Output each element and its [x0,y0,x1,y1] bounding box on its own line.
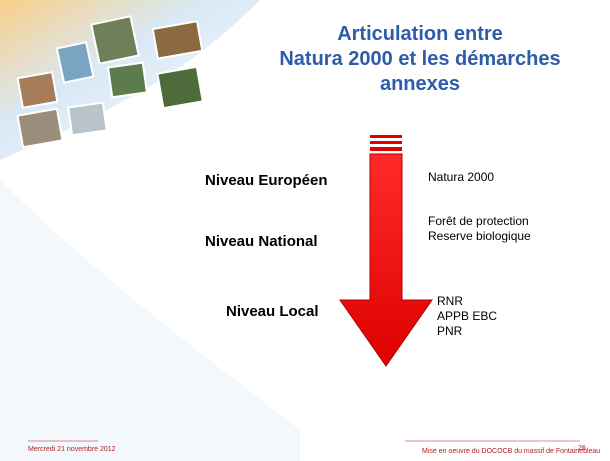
level-label: Niveau National [205,233,318,250]
item: Forêt de protection [428,214,531,229]
item: Reserve biologique [428,229,531,244]
title-line: annexes [230,72,610,97]
slide: Articulation entre Natura 2000 et les dé… [0,0,610,461]
level-items: RNR APPB EBC PNR [437,294,497,339]
level-items: Forêt de protection Reserve biologique [428,214,531,244]
level-label: Niveau Local [226,303,319,320]
level-items: Natura 2000 [428,170,494,185]
level-label: Niveau Européen [205,172,328,189]
item: RNR [437,294,497,309]
footer-project: Mise en oeuvre du DOCOCB du massif de Fo… [422,448,600,455]
slide-title: Articulation entre Natura 2000 et les dé… [230,22,610,97]
item: PNR [437,324,497,339]
item: Natura 2000 [428,170,494,185]
arrow [340,135,432,366]
title-line: Natura 2000 et les démarches [230,47,610,72]
footer-date: Mercredi 21 novembre 2012 [28,446,116,453]
item: APPB EBC [437,309,497,324]
swoosh [0,180,300,461]
title-line: Articulation entre [230,22,610,47]
page-number: 26 [578,445,586,452]
